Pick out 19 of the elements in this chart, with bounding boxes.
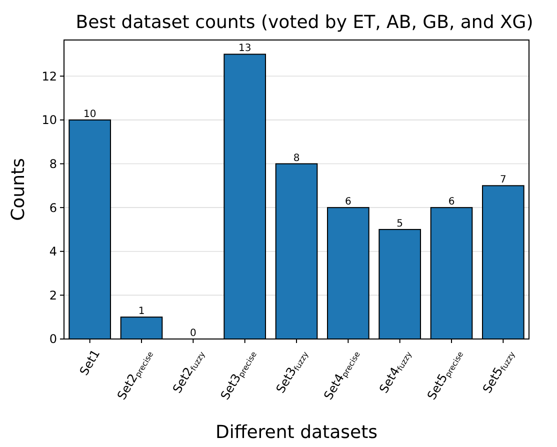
y-tick-label: 2 <box>49 288 57 302</box>
data-label: 0 <box>190 328 196 339</box>
y-tick-label: 6 <box>49 200 57 215</box>
y-tick-label: 0 <box>49 332 57 346</box>
data-label: 6 <box>448 196 455 208</box>
y-tick-label: 4 <box>49 244 57 259</box>
data-label: 6 <box>344 196 352 208</box>
y-tick-label: 10 <box>42 113 57 128</box>
chart-title: Best dataset counts (voted by ET, AB, GB, and XG) <box>76 12 534 33</box>
y-axis-title: Counts <box>8 158 29 221</box>
data-label: 5 <box>396 218 404 230</box>
y-tick-label: 12 <box>42 69 57 84</box>
x-axis-title: Different datasets <box>215 422 378 443</box>
data-label: 13 <box>238 43 252 54</box>
y-tick-label: 8 <box>49 156 57 171</box>
data-label: 7 <box>500 174 506 186</box>
data-label: 10 <box>83 108 96 120</box>
data-label: 8 <box>293 152 300 164</box>
data-label: 1 <box>138 306 145 318</box>
